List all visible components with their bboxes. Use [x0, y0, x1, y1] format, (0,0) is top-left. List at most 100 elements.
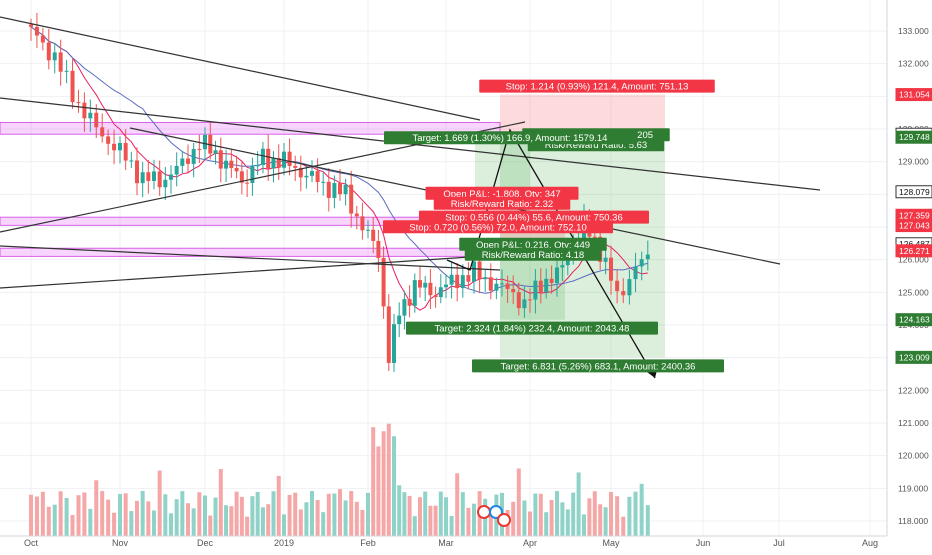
volume-bar	[250, 496, 255, 536]
volume-bar	[326, 493, 331, 536]
volume-bar	[621, 516, 626, 536]
target-label: Target: 2.324 (1.84%) 232.4, Amount: 204…	[406, 321, 658, 335]
candle-body	[376, 240, 381, 258]
x-tick-label: May	[602, 538, 620, 548]
candle-body	[266, 148, 271, 169]
volume-bar	[304, 502, 309, 536]
volume-bar	[287, 494, 292, 536]
volume-bar	[516, 468, 521, 536]
volume-bar	[218, 468, 223, 536]
event-icons[interactable]	[477, 505, 511, 527]
zone-rect	[0, 121, 501, 135]
candle-body	[157, 171, 162, 188]
candle-body	[276, 158, 281, 168]
candle-body	[349, 184, 354, 214]
price-tag-bg	[895, 130, 932, 144]
volume-bar	[76, 495, 81, 536]
volume-bar	[627, 496, 632, 536]
volume-bar	[282, 514, 286, 536]
volume-bar	[34, 496, 39, 536]
volume-bar	[140, 491, 145, 536]
volume-bar	[592, 491, 597, 536]
volume-bar	[239, 496, 244, 536]
volume-bar	[354, 501, 359, 536]
event-flag-icon[interactable]	[477, 505, 491, 519]
x-tick-label: Apr	[523, 538, 537, 548]
candle-body	[213, 150, 218, 154]
candle-body	[250, 166, 255, 184]
candle-body	[354, 213, 359, 217]
volume-bar	[582, 514, 586, 536]
target-label: Target: 6.831 (5.26%) 683.1, Amount: 240…	[472, 359, 724, 373]
volume-bar	[376, 446, 381, 536]
target-label: Target: 1.669 (1.30%) 166.9, Amount: 157…	[384, 131, 636, 145]
volume-bar	[157, 470, 162, 536]
trend-line[interactable]	[0, 16, 481, 121]
trend-lines[interactable]	[0, 16, 821, 289]
price-tag-text: 123.009	[899, 352, 930, 362]
candle-body	[627, 279, 632, 296]
candle-body	[174, 165, 179, 175]
volume-bar	[180, 491, 185, 536]
candle-body	[169, 174, 173, 180]
candle-body	[549, 278, 554, 284]
volume-bar	[571, 492, 576, 536]
event-flag-icon[interactable]	[497, 513, 511, 527]
pnl-label-text: Open P&L: -1.808, Qty: 347	[443, 189, 560, 200]
volume-bar	[488, 513, 493, 536]
event-flag-icon[interactable]	[489, 505, 503, 519]
volume-bar	[82, 492, 87, 536]
volume-bar	[271, 491, 276, 536]
price-axis[interactable]: 118.000 119.000 120.000 121.000 122.000 123.0…	[886, 0, 932, 550]
candle-body	[343, 184, 348, 195]
candle-body	[466, 275, 471, 282]
target-label-bg	[406, 321, 658, 335]
candle-body	[140, 172, 145, 184]
time-axis[interactable]: Oct Nov Dec 2019 Feb Mar Apr May Jun Jul Aug	[0, 535, 932, 550]
candle-body	[229, 160, 234, 168]
candle-body	[58, 52, 63, 72]
volume-bar	[603, 507, 608, 536]
stop-label-text: Stop: 0.720 (0.56%) 72.0, Amount: 752.10	[409, 222, 586, 233]
volume-bar	[522, 500, 527, 536]
candle-body	[191, 148, 196, 164]
trend-line[interactable]	[0, 254, 501, 289]
candle-body	[533, 280, 538, 300]
candle-body	[129, 160, 134, 162]
candle-body	[310, 171, 314, 176]
candle-body	[603, 257, 608, 262]
candle-body	[455, 274, 460, 289]
candle-body	[494, 283, 499, 291]
candle-body	[528, 299, 532, 301]
candle-body	[615, 280, 620, 292]
volume-bar	[100, 491, 105, 536]
volume-bar	[106, 499, 111, 536]
volume-bar	[186, 503, 190, 536]
stop-label: Stop: 1.214 (0.93%) 121.4, Amount: 751.1…	[479, 79, 715, 93]
ma-fast-line	[30, 26, 648, 311]
y-tick-label: 133.000	[898, 26, 929, 36]
price-tag: 129.748	[895, 130, 932, 144]
volume-bar	[633, 491, 638, 536]
price-tag: 124.163	[895, 313, 932, 327]
candle-body	[565, 257, 570, 266]
candle-body	[332, 183, 337, 198]
candle-body	[76, 102, 81, 104]
volume-bar	[438, 491, 443, 536]
x-tick-label: Mar	[438, 538, 454, 548]
candle-body	[428, 282, 433, 296]
x-tick-label: Nov	[112, 538, 129, 548]
stop-label: Stop: 0.556 (0.44%) 55.6, Amount: 750.36	[419, 210, 649, 224]
volume-bar	[197, 492, 202, 536]
volume-bar	[538, 493, 543, 536]
candle-body	[260, 148, 265, 166]
x-tick-label: Aug	[862, 538, 878, 548]
candle-body	[516, 292, 521, 309]
candle-body	[326, 181, 331, 198]
rr-label-text: Risk/Reward Ratio: 4.18	[482, 250, 584, 261]
trend-line[interactable]	[0, 245, 501, 271]
candle-body	[371, 229, 376, 241]
volume-bar	[203, 495, 207, 536]
